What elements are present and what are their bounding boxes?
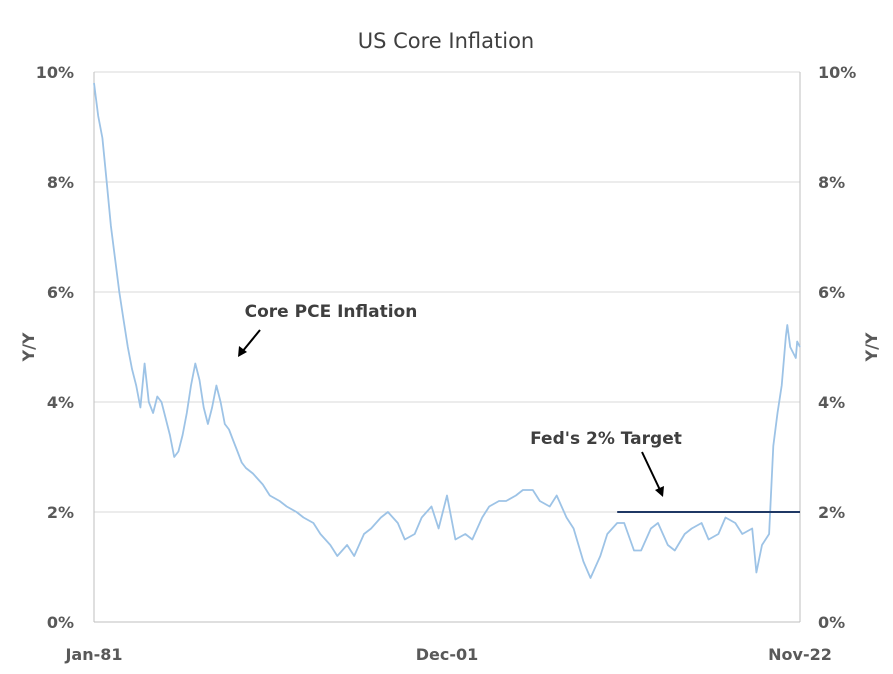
- annotation-fed-target: Fed's 2% Target: [530, 429, 682, 449]
- y-tick-label-left: 6%: [47, 283, 74, 302]
- x-tick-label: Nov-22: [768, 645, 832, 664]
- axes: [93, 72, 801, 623]
- x-tick-label: Jan-81: [64, 645, 122, 664]
- y-tick-label-left: 10%: [36, 63, 74, 82]
- y-tick-label-right: 4%: [818, 393, 845, 412]
- series-line-core-pce: [93, 82, 801, 579]
- y-tick-label-left: 0%: [47, 613, 74, 632]
- y-tick-label-left: 4%: [47, 393, 74, 412]
- y-tick-label-left: 8%: [47, 173, 74, 192]
- y-tick-label-left: 2%: [47, 503, 74, 522]
- y-tick-label-right: 10%: [818, 63, 856, 82]
- y-ticks-right: 0% 2% 4% 6% 8% 10%: [818, 63, 856, 632]
- annotation-core-pce-arrowhead: [238, 346, 247, 357]
- annotation-core-pce: Core PCE Inflation: [245, 302, 418, 322]
- x-ticks: Jan-81 Dec-01 Nov-22: [64, 645, 831, 664]
- annotation-fed-target-arrowhead: [655, 486, 664, 497]
- y-ticks-left: 0% 2% 4% 6% 8% 10%: [36, 63, 74, 632]
- series-group: [93, 82, 801, 579]
- y-tick-label-right: 0%: [818, 613, 845, 632]
- annotation-fed-target-arrow: [641, 451, 661, 491]
- y-tick-label-right: 6%: [818, 283, 845, 302]
- annotation-core-pce-arrow: [241, 329, 261, 353]
- y-axis-label-left: Y/Y: [19, 332, 38, 362]
- gridlines: [94, 71, 800, 513]
- chart-title: US Core Inflation: [358, 29, 534, 53]
- y-tick-label-right: 2%: [818, 503, 845, 522]
- y-tick-label-right: 8%: [818, 173, 845, 192]
- annotations: Core PCE Inflation Fed's 2% Target: [238, 302, 682, 497]
- x-tick-label: Dec-01: [416, 645, 479, 664]
- y-axis-label-right: Y/Y: [862, 332, 881, 362]
